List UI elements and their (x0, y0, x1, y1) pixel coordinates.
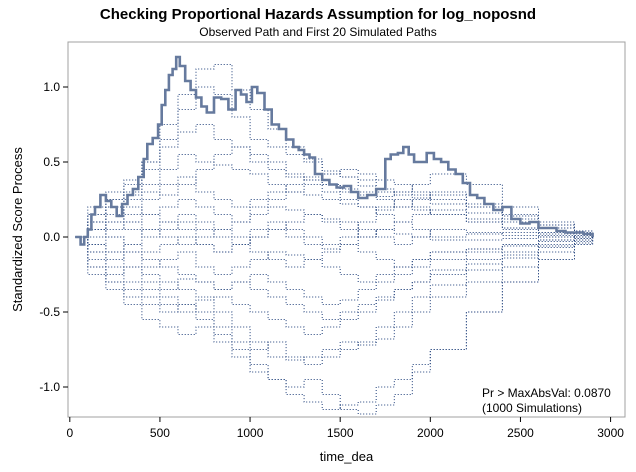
y-axis: -1.0 -0.5 0.0 0.5 1.0 (39, 80, 68, 394)
x-axis: 0 500 1000 1500 2000 2500 3000 (66, 417, 624, 440)
simulated-path-15 (75, 236, 594, 361)
x-tick-label: 0 (66, 426, 73, 440)
simulated-path-13 (75, 236, 594, 410)
simulated-path-12 (75, 236, 594, 365)
simulated-path-11 (75, 236, 594, 335)
y-tick-label: -1.0 (39, 380, 60, 394)
simulated-path-18 (75, 184, 593, 245)
x-tick-label: 2000 (417, 426, 444, 440)
x-tick-label: 3000 (597, 426, 624, 440)
y-tick-label: 0.5 (43, 155, 60, 169)
simulated-path-4 (75, 154, 594, 238)
simulated-path-6 (75, 199, 594, 238)
simulated-paths (75, 64, 594, 415)
chart-subtitle: Observed Path and First 20 Simulated Pat… (199, 25, 437, 39)
y-tick-label: 1.0 (43, 80, 60, 94)
simulated-path-17 (75, 146, 594, 238)
simulated-path-5 (75, 169, 594, 238)
simulated-path-19 (75, 214, 593, 268)
y-tick-label: -0.5 (39, 305, 60, 319)
observed-path (75, 55, 594, 246)
y-axis-label: Standardized Score Process (10, 147, 25, 312)
simulated-path-1 (75, 64, 594, 238)
chart-title: Checking Proportional Hazards Assumption… (99, 6, 537, 23)
simulated-path-3 (75, 124, 594, 238)
x-axis-label: time_dea (320, 449, 374, 464)
y-tick-label: 0.0 (43, 230, 60, 244)
simulated-path-14 (75, 236, 594, 415)
simulated-path-2 (75, 86, 594, 238)
pvalue-text: Pr > MaxAbsVal: 0.0870 (482, 386, 611, 400)
simulated-path-16 (75, 229, 594, 320)
simulations-text: (1000 Simulations) (482, 401, 582, 415)
plot-frame (67, 41, 626, 418)
x-tick-label: 1000 (237, 426, 264, 440)
x-tick-label: 2500 (507, 426, 534, 440)
observed-path-layer (75, 55, 594, 246)
simulated-path-8 (75, 229, 593, 253)
x-tick-label: 1500 (327, 426, 354, 440)
simulated-path-10 (75, 236, 594, 305)
x-tick-label: 500 (150, 426, 170, 440)
simulated-path-9 (75, 236, 594, 283)
